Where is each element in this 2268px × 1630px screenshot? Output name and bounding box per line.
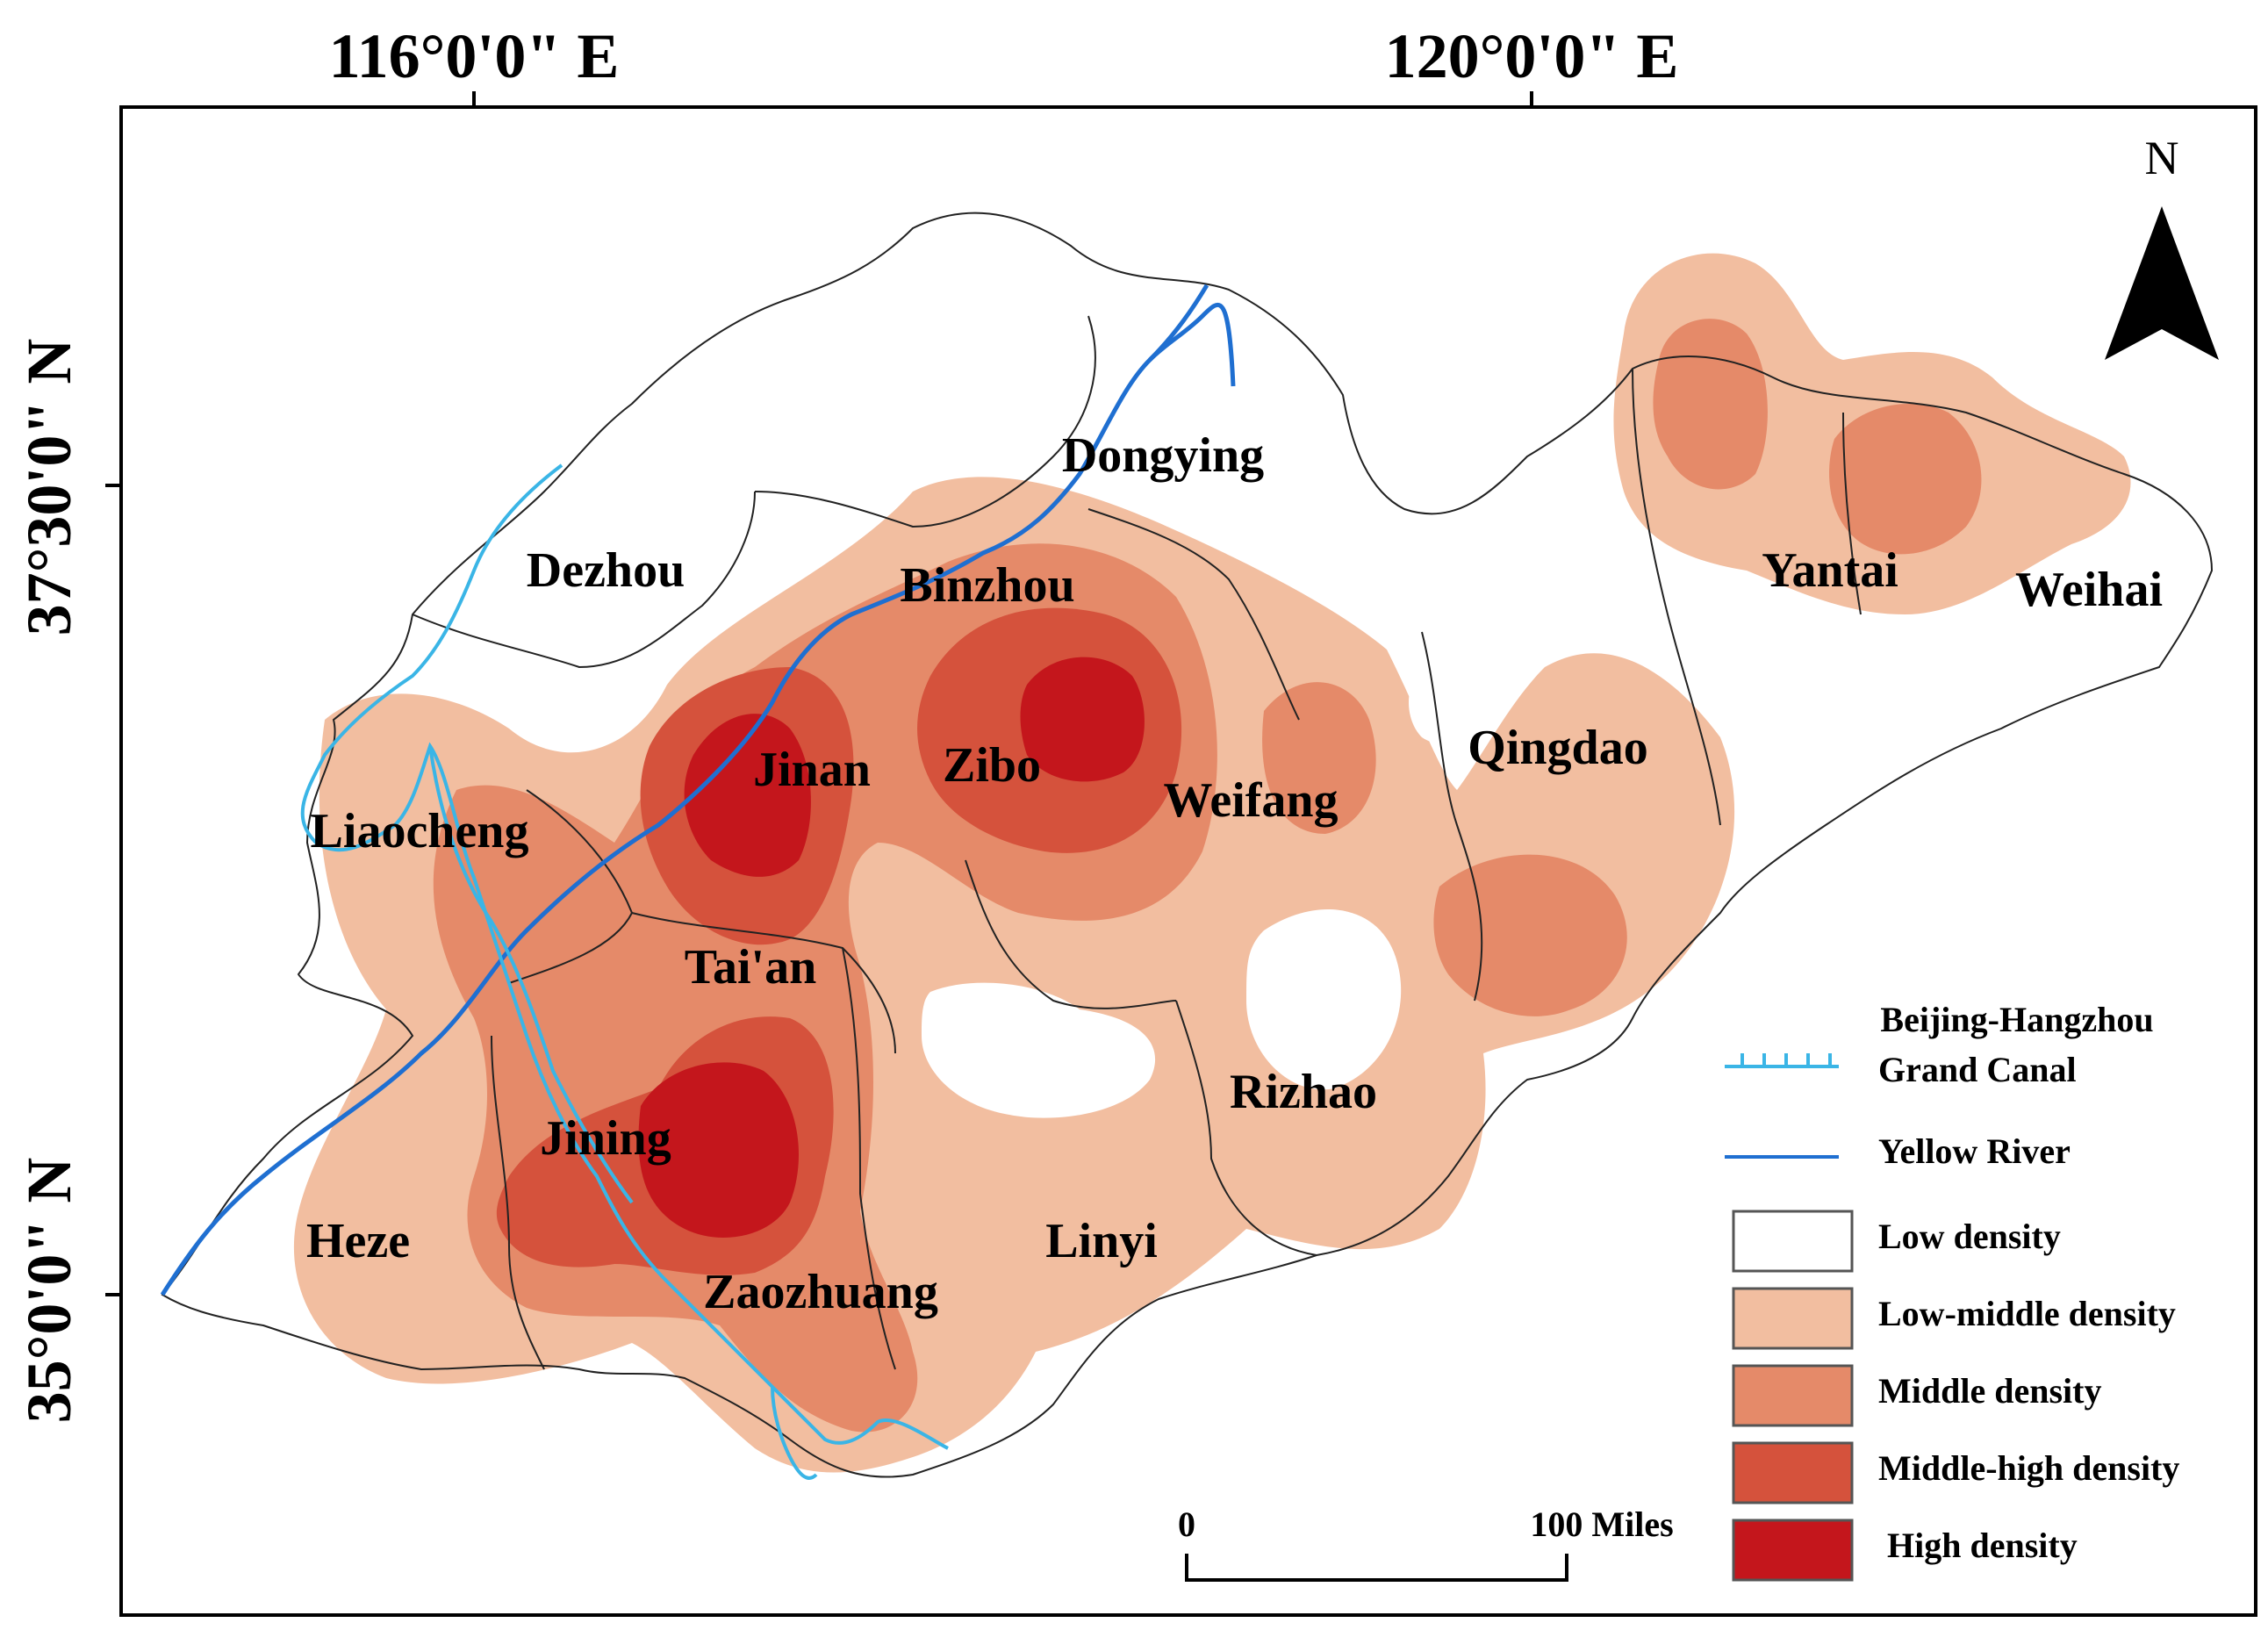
north-arrow: N bbox=[2105, 132, 2219, 360]
city-label-jinan: Jinan bbox=[753, 743, 871, 797]
legend-swatch-low bbox=[1732, 1210, 1854, 1273]
legend: Beijing-Hangzhou Grand Canal Yellow Rive… bbox=[1725, 1000, 2179, 1582]
middle-zone-qingdao bbox=[1433, 854, 1627, 1016]
boundary-yantai-qingdao bbox=[1632, 368, 1721, 826]
boundary-dongying-weifang bbox=[1087, 508, 1300, 721]
legend-label-high: High density bbox=[1887, 1526, 2078, 1565]
low-density-hole-central bbox=[922, 982, 1156, 1118]
boundary-heze-jining bbox=[491, 1035, 545, 1370]
boundary-jining-linyi bbox=[842, 947, 896, 1370]
boundary-binzhou-dongying bbox=[754, 315, 1096, 528]
middle-zone-weifang bbox=[1262, 682, 1376, 834]
city-label-jining: Jining bbox=[540, 1111, 671, 1166]
yellow-river bbox=[160, 284, 1209, 1296]
city-label-zaozhuang: Zaozhuang bbox=[703, 1265, 938, 1319]
high-zone-jinan bbox=[684, 714, 811, 877]
high-density-zones bbox=[638, 657, 1145, 1238]
city-label-binzhou: Binzhou bbox=[900, 558, 1074, 613]
scale-start-label: 0 bbox=[1178, 1504, 1195, 1544]
low-density-holes bbox=[922, 658, 1483, 1118]
city-label-weihai: Weihai bbox=[2015, 563, 2163, 617]
grand-canal bbox=[300, 463, 949, 1480]
high-zone-jining bbox=[638, 1062, 799, 1238]
legend-canal-label-line2: Grand Canal bbox=[1878, 1050, 2077, 1089]
legend-label-low: Low density bbox=[1878, 1217, 2061, 1256]
boundary-taian bbox=[631, 912, 896, 1054]
scale-bar: 0 100 Miles bbox=[1178, 1504, 1674, 1582]
grand-canal-branch bbox=[428, 745, 634, 1204]
city-label-heze: Heze bbox=[306, 1214, 410, 1268]
legend-swatch-middle-high bbox=[1732, 1441, 1854, 1504]
yellow-river-delta bbox=[1148, 303, 1236, 387]
low-density-hole-east bbox=[1246, 909, 1402, 1090]
city-label-zibo: Zibo bbox=[943, 738, 1041, 793]
low-density-hole-qingdao bbox=[1409, 658, 1483, 744]
middle-zone-yantai bbox=[1653, 319, 1768, 490]
city-label-dezhou: Dezhou bbox=[527, 543, 685, 598]
legend-canal-symbol bbox=[1725, 1053, 1839, 1068]
city-label-yantai: Yantai bbox=[1762, 543, 1898, 598]
legend-swatch-high bbox=[1732, 1519, 1854, 1582]
legend-swatch-middle bbox=[1732, 1364, 1854, 1427]
latitude-label-35n: 35°0'0" N bbox=[14, 1158, 84, 1424]
boundary-linyi-rizhao bbox=[1175, 1000, 1317, 1256]
north-arrow-icon bbox=[2105, 206, 2219, 360]
city-labels: Dongying Dezhou Binzhou Jinan Zibo Weifa… bbox=[306, 428, 2163, 1319]
latitude-label-37-5n: 37°30'0" N bbox=[14, 339, 84, 636]
scale-end-label: 100 Miles bbox=[1530, 1504, 1673, 1544]
city-label-linyi: Linyi bbox=[1045, 1214, 1158, 1268]
city-boundaries bbox=[161, 212, 2214, 1478]
grand-canal-south bbox=[771, 1386, 818, 1480]
city-label-weifang: Weifang bbox=[1163, 773, 1338, 828]
longitude-label-116e: 116°0'0" E bbox=[329, 21, 620, 91]
density-surface bbox=[293, 253, 2131, 1473]
middle-zone-weihai bbox=[1829, 404, 1982, 555]
city-label-qingdao: Qingdao bbox=[1468, 721, 1647, 775]
boundary-yantai-weihai bbox=[1842, 412, 1862, 615]
boundary-dezhou bbox=[412, 491, 756, 669]
longitude-label-120e: 120°0'0" E bbox=[1385, 21, 1679, 91]
legend-label-low-middle: Low-middle density bbox=[1878, 1294, 2176, 1333]
legend-label-middle: Middle density bbox=[1878, 1371, 2101, 1411]
frame-ticks bbox=[105, 91, 1533, 1296]
legend-label-middle-high: Middle-high density bbox=[1878, 1448, 2179, 1488]
city-label-rizhao: Rizhao bbox=[1230, 1065, 1377, 1119]
city-label-dongying: Dongying bbox=[1062, 428, 1264, 483]
north-label: N bbox=[2145, 132, 2179, 184]
legend-canal-label-line1: Beijing-Hangzhou bbox=[1880, 1000, 2153, 1039]
boundary-zibo-linyi bbox=[965, 859, 1177, 1009]
legend-river-label: Yellow River bbox=[1878, 1131, 2071, 1171]
grand-canal-main bbox=[300, 463, 949, 1450]
city-label-taian: Tai'an bbox=[685, 940, 816, 995]
city-label-liaocheng: Liaocheng bbox=[311, 804, 529, 858]
province-outline bbox=[161, 212, 2214, 1478]
scale-bar-line bbox=[1185, 1554, 1568, 1582]
boundary-weifang-qingdao bbox=[1421, 631, 1483, 1002]
legend-swatch-low-middle bbox=[1732, 1287, 1854, 1350]
high-zone-zibo bbox=[1020, 657, 1145, 782]
